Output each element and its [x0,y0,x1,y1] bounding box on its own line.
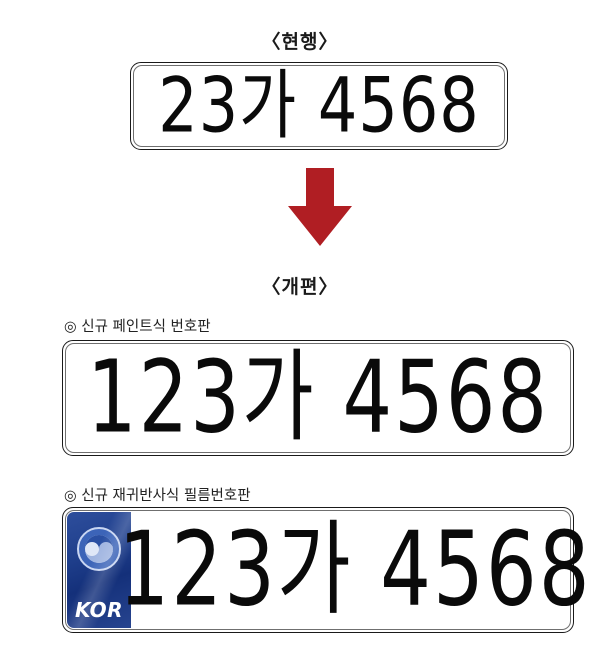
down-arrow-icon [288,168,352,246]
kor-label: KOR [74,598,124,622]
taegeuk-emblem-icon [77,527,121,571]
current-license-plate: 23가 4568 [130,62,508,150]
kor-country-band: KOR [67,512,131,628]
paint-plate-number: 123가 4568 [87,340,549,456]
paint-license-plate: 123가 4568 [62,340,574,456]
current-heading: 〈현행〉 [261,31,339,53]
film-plate-caption: ◎ 신규 재귀반사식 필름번호판 [64,488,251,504]
current-plate-number: 23가 4568 [158,60,480,150]
film-license-plate: KOR 123가 4568 [62,507,590,633]
paint-plate-caption: ◎ 신규 페인트식 번호판 [64,319,211,335]
revised-heading: 〈개편〉 [261,276,339,298]
film-plate-number: 123가 4568 [118,509,592,629]
